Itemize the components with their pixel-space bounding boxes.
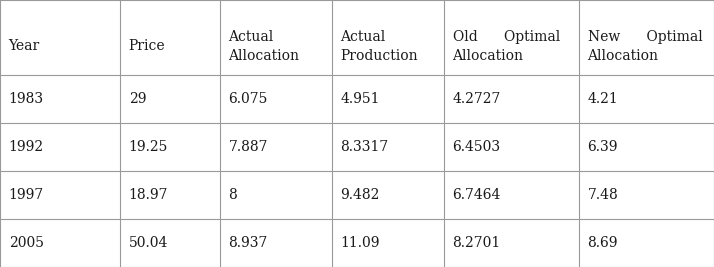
Text: 8.3317: 8.3317 <box>341 140 389 154</box>
Text: 1983: 1983 <box>9 92 44 106</box>
Text: Actual
Allocation: Actual Allocation <box>228 30 300 63</box>
Text: 11.09: 11.09 <box>341 236 380 250</box>
Text: Year: Year <box>9 40 40 53</box>
Text: 6.4503: 6.4503 <box>453 140 501 154</box>
Text: 1992: 1992 <box>9 140 44 154</box>
Text: 29: 29 <box>129 92 146 106</box>
Text: 50.04: 50.04 <box>129 236 168 250</box>
Text: 8.937: 8.937 <box>228 236 268 250</box>
Text: 6.39: 6.39 <box>588 140 618 154</box>
Text: 9.482: 9.482 <box>341 188 380 202</box>
Text: 8.69: 8.69 <box>588 236 618 250</box>
Text: 8: 8 <box>228 188 237 202</box>
Text: 1997: 1997 <box>9 188 44 202</box>
Text: New      Optimal
Allocation: New Optimal Allocation <box>588 30 703 63</box>
Text: 4.21: 4.21 <box>588 92 618 106</box>
Text: 7.48: 7.48 <box>588 188 618 202</box>
Text: Price: Price <box>129 40 165 53</box>
Text: Actual
Production: Actual Production <box>341 30 418 63</box>
Text: 6.7464: 6.7464 <box>453 188 501 202</box>
Text: 7.887: 7.887 <box>228 140 268 154</box>
Text: 8.2701: 8.2701 <box>453 236 501 250</box>
Text: 2005: 2005 <box>9 236 44 250</box>
Text: 18.97: 18.97 <box>129 188 168 202</box>
Text: 4.951: 4.951 <box>341 92 380 106</box>
Text: 4.2727: 4.2727 <box>453 92 501 106</box>
Text: Old      Optimal
Allocation: Old Optimal Allocation <box>453 30 560 63</box>
Text: 6.075: 6.075 <box>228 92 268 106</box>
Text: 19.25: 19.25 <box>129 140 168 154</box>
